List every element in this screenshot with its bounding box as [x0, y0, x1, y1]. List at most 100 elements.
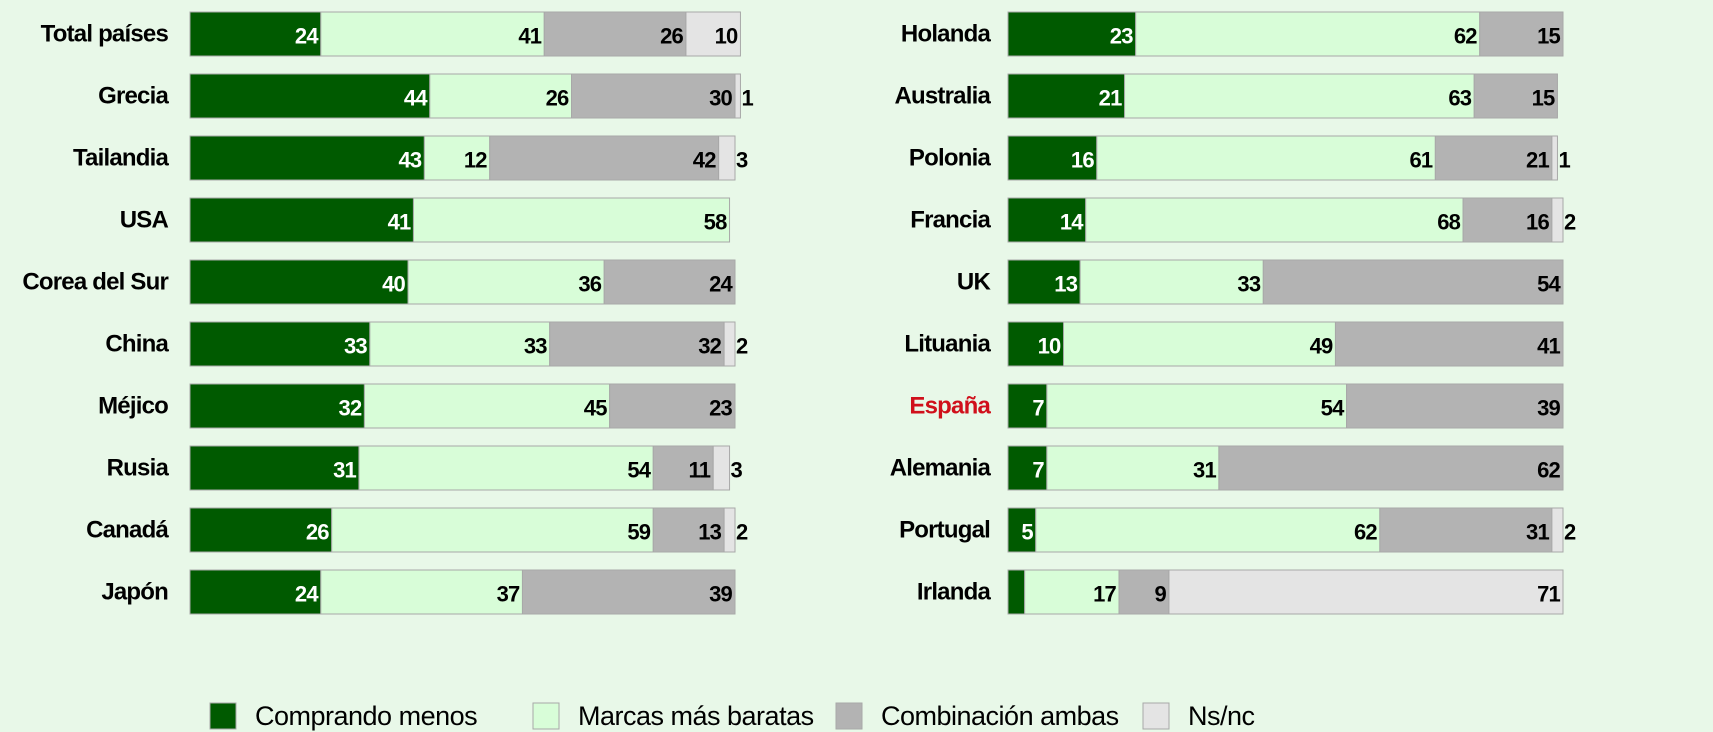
bar-segment: [1096, 135, 1436, 181]
bar-segment: [189, 383, 365, 429]
value-label: 32: [698, 334, 721, 359]
value-label: 49: [1310, 334, 1333, 359]
bar-segment: [189, 197, 414, 243]
bar-segment: [521, 569, 736, 615]
category-label: Francia: [910, 207, 991, 234]
value-label: 1: [1558, 148, 1570, 173]
value-label: 36: [578, 272, 601, 297]
bar-segment: [1262, 259, 1564, 305]
value-label: 24: [295, 582, 319, 607]
value-label: 10: [1038, 334, 1061, 359]
value-label: 41: [1537, 334, 1560, 359]
value-label: 26: [660, 24, 683, 49]
value-label: 39: [1537, 396, 1560, 421]
value-label: 31: [1526, 520, 1549, 545]
value-label: 12: [464, 148, 487, 173]
bar-segment: [1168, 569, 1564, 615]
value-label: 42: [693, 148, 716, 173]
legend-swatch: [1142, 702, 1170, 730]
bar-segment: [1551, 507, 1564, 553]
bar-segment: [1434, 135, 1553, 181]
value-label: 45: [584, 396, 607, 421]
bar-segment: [718, 135, 736, 181]
value-label: 9: [1155, 582, 1167, 607]
value-label: 2: [736, 520, 748, 545]
value-label: 39: [709, 582, 732, 607]
bar-segment: [1007, 135, 1098, 181]
value-label: 61: [1409, 148, 1432, 173]
category-label: Irlanda: [917, 579, 992, 606]
value-label: 43: [398, 148, 421, 173]
value-label: 3: [736, 148, 748, 173]
value-label: 54: [627, 458, 651, 483]
category-label: Grecia: [98, 83, 169, 110]
value-label: 21: [1526, 148, 1549, 173]
bar-segment: [407, 259, 605, 305]
legend-swatch: [835, 702, 863, 730]
bar-segment: [1135, 11, 1481, 57]
value-label: 26: [546, 86, 569, 111]
bar-segment: [412, 197, 731, 243]
bar-segment: [189, 321, 371, 367]
bar-segment: [1079, 259, 1264, 305]
value-label: 37: [497, 582, 520, 607]
bar-segment: [1551, 135, 1558, 181]
bar-segment: [1046, 383, 1348, 429]
value-label: 32: [339, 396, 362, 421]
bar-segment: [1007, 197, 1087, 243]
value-label: 7: [1032, 458, 1044, 483]
category-label: Australia: [894, 83, 991, 110]
category-label: UK: [957, 269, 992, 296]
bar-segment: [189, 259, 409, 305]
category-label: Japón: [101, 579, 168, 606]
category-label: Corea del Sur: [22, 269, 168, 296]
value-label: 59: [627, 520, 650, 545]
bar-segment: [1462, 197, 1553, 243]
bar-segment: [1007, 73, 1126, 119]
value-label: 26: [306, 520, 329, 545]
bar-segment: [429, 73, 572, 119]
bar-segment: [1007, 445, 1048, 491]
value-label: 71: [1537, 582, 1560, 607]
bar-segment: [543, 11, 687, 57]
category-label: USA: [120, 207, 169, 234]
value-label: 10: [715, 24, 738, 49]
bar-segment: [320, 569, 523, 615]
bar-segment: [1551, 197, 1564, 243]
bar-segment: [652, 507, 725, 553]
bar-segment: [1024, 569, 1120, 615]
value-label: 14: [1060, 210, 1084, 235]
value-label: 63: [1448, 86, 1471, 111]
value-label: 5: [1021, 520, 1033, 545]
value-label: 24: [709, 272, 733, 297]
value-label: 16: [1071, 148, 1094, 173]
bar-segment: [723, 321, 736, 367]
bar-segment: [571, 73, 736, 119]
legend-label: Combinación ambas: [881, 701, 1119, 731]
value-label: 40: [382, 272, 405, 297]
value-label: 31: [1193, 458, 1216, 483]
bar-segment: [1118, 569, 1170, 615]
value-label: 62: [1537, 458, 1560, 483]
bar-segment: [320, 11, 545, 57]
value-label: 15: [1537, 24, 1560, 49]
bar-segment: [1346, 383, 1564, 429]
legend-swatch: [532, 702, 560, 730]
value-label: 54: [1537, 272, 1561, 297]
value-label: 24: [295, 24, 319, 49]
value-label: 13: [698, 520, 721, 545]
bar-segment: [358, 445, 654, 491]
category-label: Holanda: [901, 21, 992, 48]
bar-segment: [189, 11, 322, 57]
bar-segment: [369, 321, 551, 367]
value-label: 68: [1437, 210, 1460, 235]
legend-label: Comprando menos: [255, 701, 477, 731]
bar-segment: [1479, 11, 1564, 57]
bar-segment: [1063, 321, 1336, 367]
category-label: Méjico: [98, 393, 168, 420]
category-label: Polonia: [909, 145, 992, 172]
bar-segment: [1007, 507, 1037, 553]
value-label: 30: [709, 86, 732, 111]
value-label: 31: [333, 458, 356, 483]
